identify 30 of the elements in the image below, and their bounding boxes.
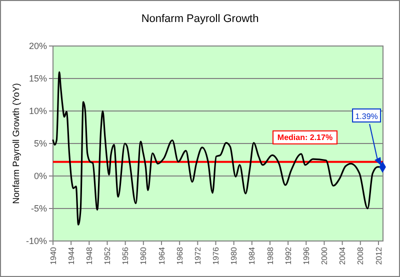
x-tick-label: 1972 xyxy=(193,246,202,265)
x-tick-label: 1952 xyxy=(103,246,112,265)
x-tick-label: 2004 xyxy=(338,246,348,265)
x-tick-label: 1996 xyxy=(302,246,311,265)
x-tick-label: 1940 xyxy=(48,246,58,265)
x-tick-label: 1980 xyxy=(230,246,239,265)
x-tick-label: 2000 xyxy=(320,246,330,265)
x-tick-label: 1988 xyxy=(266,246,275,265)
x-tick-label: 2008 xyxy=(356,246,366,265)
y-tick-label: 15% xyxy=(28,74,47,84)
x-tick-label: 1956 xyxy=(121,246,130,265)
x-tick-label: 2012 xyxy=(374,246,384,265)
x-tick-label: 1964 xyxy=(157,246,166,265)
x-tick-label: 1960 xyxy=(139,246,148,265)
y-tick-label: 5% xyxy=(34,138,47,149)
y-axis-title: Nonfarm Payroll Growth (YoY) xyxy=(11,83,22,204)
x-tick-label: 1948 xyxy=(84,246,94,265)
x-tick-label: 1968 xyxy=(175,246,184,265)
x-tick-label: 1992 xyxy=(284,246,293,265)
y-tick-label: -5% xyxy=(30,204,47,214)
ref-line-label: Median: 2.17% xyxy=(277,133,333,142)
y-tick-label: -10% xyxy=(26,236,47,246)
y-tick-label: 0% xyxy=(34,171,47,182)
x-tick-label: 1944 xyxy=(66,246,76,265)
y-tick-label: 10% xyxy=(28,106,47,116)
annotation: 1.39% xyxy=(355,112,378,121)
x-tick-label: 1976 xyxy=(212,246,221,265)
y-tick-label: 20% xyxy=(28,41,47,52)
chart-title: Nonfarm Payroll Growth xyxy=(141,13,259,25)
x-tick-label: 1984 xyxy=(248,246,257,265)
